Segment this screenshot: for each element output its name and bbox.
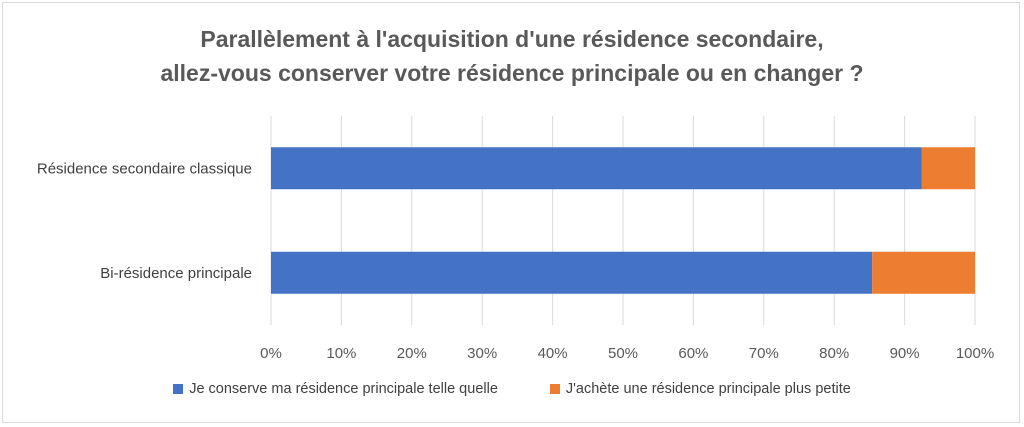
legend-item-conserve: Je conserve ma résidence principale tell… [173,381,498,397]
category-label: Bi-résidence principale [100,265,252,282]
chart-legend: Je conserve ma résidence principale tell… [0,381,1024,397]
x-tick-label: 30% [467,345,497,362]
legend-swatch-conserve [173,384,184,394]
bar-segment [872,251,975,294]
bar-segment [271,251,873,294]
chart-title-line-2: allez-vous conserver votre résidence pri… [160,60,864,86]
x-tick-label: 40% [538,345,568,362]
x-tick-label: 20% [397,345,427,362]
x-tick-label: 60% [678,345,708,362]
legend-swatch-achete [549,384,560,394]
chart-title-line-1: Parallèlement à l'acquisition d'une rési… [200,26,824,52]
x-tick-label: 10% [326,345,356,362]
x-tick-label: 0% [260,345,282,362]
bar-segment [921,147,975,190]
bar-segment [271,147,922,190]
legend-item-achete: J'achète une résidence principale plus p… [549,381,851,397]
x-tick-label: 70% [749,345,779,362]
x-tick-label: 80% [819,345,849,362]
x-tick-label: 90% [890,345,920,362]
legend-label-achete: J'achète une résidence principale plus p… [565,381,851,397]
chart-title: Parallèlement à l'acquisition d'une rési… [0,22,1024,90]
category-label: Résidence secondaire classique [37,160,252,177]
x-tick-label: 100% [956,345,994,362]
x-tick-label: 50% [608,345,638,362]
legend-label-conserve: Je conserve ma résidence principale tell… [189,381,498,397]
